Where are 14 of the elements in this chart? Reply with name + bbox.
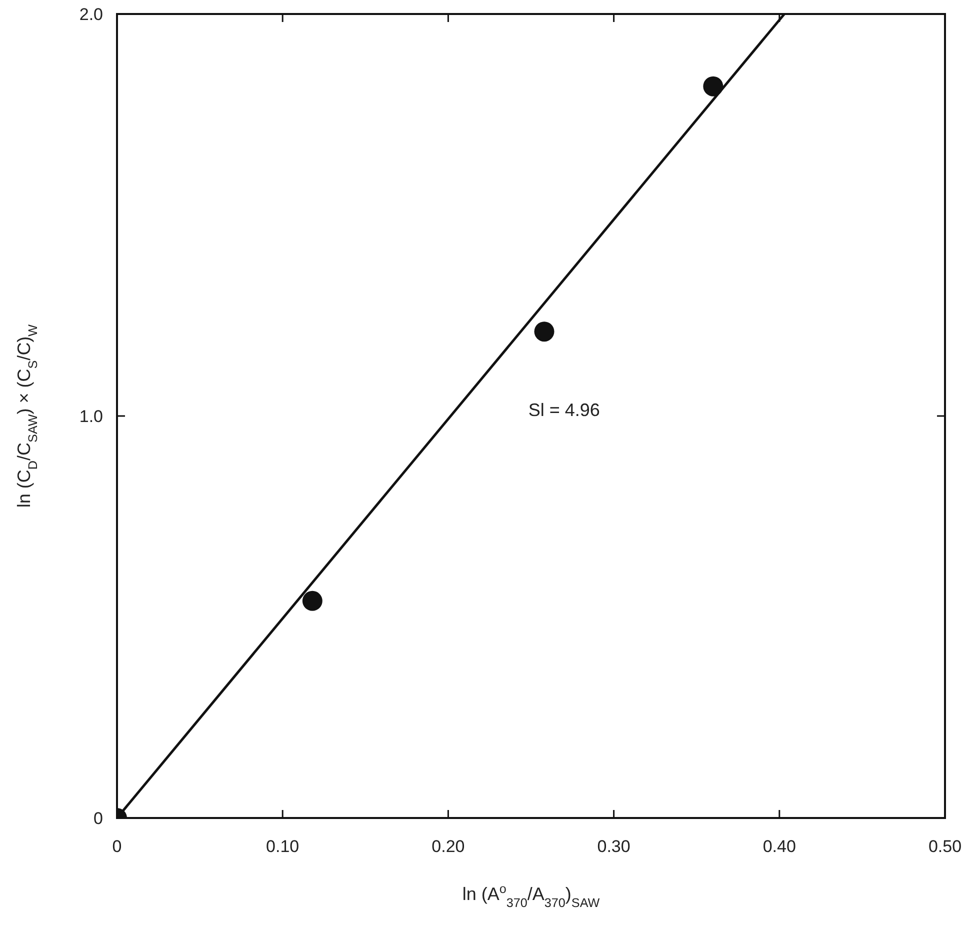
x-tick-label: 0.20: [432, 837, 465, 856]
point: [703, 76, 724, 96]
point: [534, 322, 554, 342]
x-axis-title: ln (A$^{o}$$_{370}$/A$_{370}$)$_{SAW}$: [462, 882, 600, 910]
x-tick-label: 0.10: [266, 837, 300, 856]
y-tick-label: 2.0: [79, 4, 103, 24]
annotation: Sl = 4.96: [528, 400, 600, 420]
x-tick-label: 0.40: [762, 837, 796, 856]
x-tick-label: 0: [112, 837, 122, 856]
y-tick-label: 0: [94, 808, 103, 828]
point: [302, 590, 322, 611]
x-tick-label: 0.30: [597, 837, 630, 856]
x-tick-label: 0.50: [928, 837, 962, 856]
y-tick-label: 1.0: [79, 406, 103, 426]
